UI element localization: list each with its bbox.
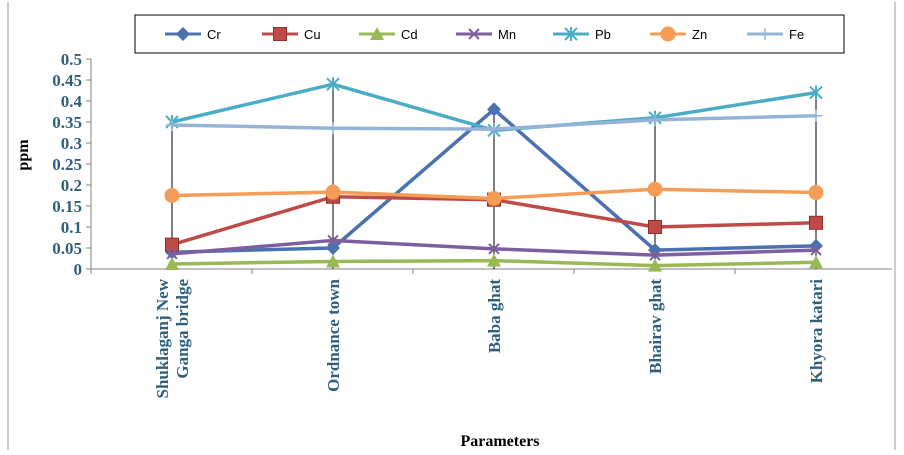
data-point-cd: [326, 254, 340, 268]
legend-label: Mn: [498, 27, 516, 42]
data-point-zn: [486, 190, 502, 206]
legend-marker: [176, 27, 190, 41]
x-category-label-line: Baba ghat: [485, 279, 504, 353]
legend-entry-mn: Mn: [456, 27, 516, 42]
y-tick-label: 0.2: [61, 176, 82, 195]
data-point-mn: [649, 249, 661, 261]
data-point-cr: [487, 102, 501, 117]
x-category-label: Khyora katari: [807, 279, 826, 384]
y-tick-label: 0.25: [52, 155, 82, 174]
data-point-mn: [810, 244, 822, 256]
data-point-fe: [649, 113, 661, 126]
y-tick-label: 0: [74, 260, 83, 279]
data-point-zn: [164, 188, 180, 203]
data-point-zn: [325, 184, 341, 200]
legend-entry-cu: Cu: [262, 27, 321, 42]
data-point-fe: [327, 122, 339, 135]
data-point-fe: [166, 118, 178, 131]
x-category-label-line: Ganga bridge: [173, 279, 192, 379]
data-point-zn: [808, 185, 824, 201]
legend-label: Cd: [401, 27, 418, 42]
legend-label: Fe: [789, 27, 804, 42]
x-category-label: Baba ghat: [485, 279, 504, 353]
x-category-label-line: Shuklaganj New: [153, 278, 172, 398]
data-point-cu: [648, 220, 662, 234]
legend-marker: [468, 28, 480, 40]
legend-entry-zn: Zn: [650, 26, 707, 42]
x-category-label-line: Bhairav ghat: [646, 279, 665, 374]
series-layer: [164, 77, 824, 272]
legend-marker: [564, 27, 578, 41]
x-category-label: Shuklaganj NewGanga bridge: [153, 278, 192, 398]
data-point-mn: [166, 248, 178, 260]
axes: 0 0.05 0.1 0.15 0.2 0.25 0.3 0.35 0.4 0.45 0.5 Shuk…: [52, 50, 892, 399]
y-tick-label: 0.3: [61, 134, 82, 153]
data-point-mn: [327, 234, 339, 247]
legend-marker: [370, 27, 384, 40]
series-fe: [166, 109, 822, 136]
y-tick-label: 0.1: [61, 218, 82, 237]
x-category-label: Ordnance town: [324, 278, 343, 391]
data-point-pb: [326, 77, 340, 92]
y-tick-label: 0.4: [61, 92, 83, 111]
data-point-cd: [809, 255, 823, 269]
legend-label: Cr: [207, 27, 221, 42]
data-point-pb: [809, 85, 823, 100]
legend-entry-fe: Fe: [747, 27, 804, 42]
x-axis-title: Parameters: [460, 433, 539, 450]
series-zn: [164, 181, 824, 206]
data-point-cd: [648, 258, 662, 272]
y-tick-label: 0.5: [61, 50, 82, 69]
legend-label: Pb: [595, 27, 611, 42]
legend-label: Cu: [304, 27, 321, 42]
x-category-label-line: Khyora katari: [807, 279, 826, 384]
data-point-cu: [809, 215, 823, 230]
x-category-label: Bhairav ghat: [646, 279, 665, 374]
x-category-label-line: Ordnance town: [324, 278, 343, 391]
data-point-cd: [487, 253, 501, 267]
data-point-zn: [647, 181, 663, 197]
y-tick-label: 0.35: [52, 113, 82, 132]
series-cd: [165, 253, 823, 272]
legend-marker: [759, 28, 771, 40]
y-tick-label: 0.05: [52, 239, 82, 258]
legend: Cr Cu Cd Mn Pb Zn Fe: [134, 14, 845, 54]
legend-entry-pb: Pb: [553, 27, 611, 42]
legend-entry-cr: Cr: [165, 27, 221, 42]
data-point-cu: [165, 237, 179, 252]
data-point-fe: [488, 123, 500, 136]
y-axis-title: ppm: [15, 139, 32, 171]
series-mn: [166, 234, 822, 261]
legend-entry-cd: Cd: [359, 27, 418, 42]
y-tick-label: 0.15: [52, 197, 82, 216]
data-point-mn: [488, 243, 500, 255]
legend-label: Zn: [692, 27, 707, 42]
legend-marker: [273, 27, 287, 41]
legend-marker: [660, 26, 676, 42]
y-tick-label: 0.45: [52, 71, 82, 90]
data-point-fe: [810, 109, 822, 122]
data-point-cd: [165, 256, 179, 270]
